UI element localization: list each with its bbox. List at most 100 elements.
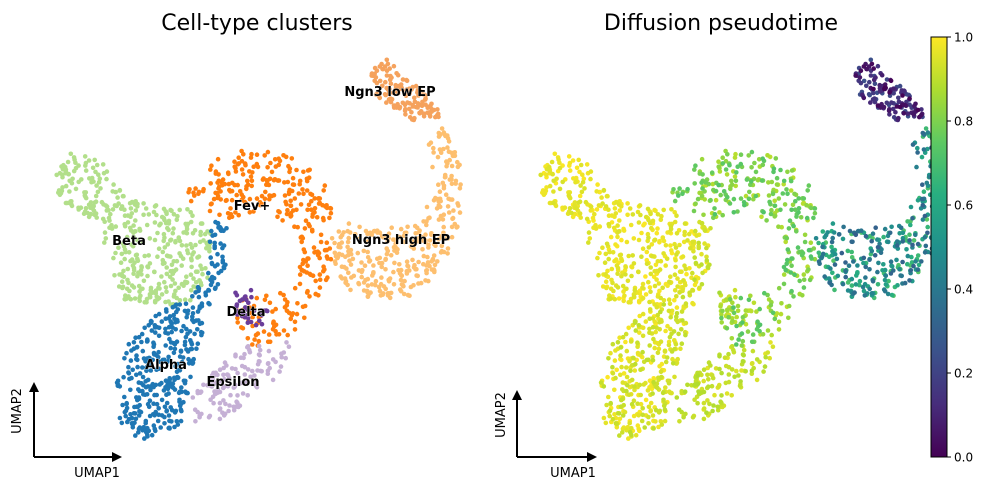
cell-point <box>247 349 253 355</box>
pseudotime-point <box>653 262 659 268</box>
cell-point <box>172 292 177 297</box>
pseudotime-point <box>802 232 808 238</box>
cell-point <box>215 180 220 185</box>
cell-point <box>164 265 169 270</box>
pseudotime-point <box>696 389 701 394</box>
cell-point <box>426 245 431 250</box>
pseudotime-point <box>560 179 565 185</box>
pseudotime-point <box>861 255 867 261</box>
cell-point <box>287 169 292 175</box>
cell-point <box>270 377 276 383</box>
pseudotime-point <box>628 339 634 344</box>
pseudotime-point <box>882 85 887 91</box>
pseudotime-point <box>642 425 647 430</box>
cell-point <box>348 251 354 257</box>
pseudotime-point <box>615 271 620 277</box>
pseudotime-point <box>832 262 838 267</box>
cell-point <box>378 293 384 298</box>
pseudotime-point <box>688 246 693 251</box>
pseudotime-point <box>694 233 699 238</box>
pseudotime-point <box>618 372 623 378</box>
pseudotime-point <box>685 382 690 388</box>
cell-point <box>271 192 277 198</box>
pseudotime-point <box>620 430 625 435</box>
cell-point <box>389 225 395 230</box>
pseudotime-point <box>904 247 909 252</box>
cell-point <box>414 273 419 278</box>
cell-point <box>285 332 291 338</box>
cell-point <box>303 218 309 223</box>
pseudotime-point <box>632 320 638 326</box>
cell-point <box>187 187 192 192</box>
pseudotime-point <box>693 260 699 266</box>
pseudotime-point <box>632 384 637 389</box>
cell-point <box>144 368 149 374</box>
cell-point <box>197 278 202 283</box>
cell-point <box>151 342 157 347</box>
cell-point <box>249 183 254 189</box>
pseudotime-point <box>640 281 646 287</box>
cell-point <box>256 352 262 357</box>
pseudotime-point <box>898 225 904 231</box>
cell-point <box>96 172 101 177</box>
cell-point <box>383 267 388 272</box>
pseudotime-point <box>756 157 762 162</box>
pseudotime-point <box>706 384 711 390</box>
cluster-label: Epsilon <box>206 375 259 390</box>
cell-point <box>175 213 180 219</box>
pseudotime-point <box>900 235 906 241</box>
pseudotime-point <box>770 310 776 316</box>
cell-point <box>137 298 142 304</box>
cell-point <box>422 92 428 98</box>
pseudotime-point <box>618 404 624 410</box>
cell-point <box>314 215 320 220</box>
pseudotime-point <box>724 391 730 396</box>
cell-point <box>203 290 208 296</box>
cell-point <box>58 190 64 196</box>
pseudotime-point <box>683 320 689 326</box>
cell-point <box>299 239 305 245</box>
pseudotime-point <box>849 254 855 260</box>
cell-point <box>223 401 228 407</box>
cell-point <box>126 364 131 370</box>
cell-point <box>258 368 263 374</box>
cell-point <box>162 245 168 250</box>
pseudotime-point <box>915 145 920 151</box>
pseudotime-point <box>626 436 631 441</box>
pseudotime-point <box>620 334 626 340</box>
cell-point <box>172 316 177 322</box>
cell-point <box>166 299 171 304</box>
cell-point <box>259 321 265 327</box>
cell-point <box>94 215 99 220</box>
pseudotime-point <box>806 267 811 272</box>
cell-point <box>216 172 221 177</box>
cell-point <box>437 189 443 194</box>
cell-point <box>325 256 330 261</box>
pseudotime-point <box>638 392 643 398</box>
pseudotime-point <box>908 204 914 210</box>
pseudotime-point <box>863 233 869 239</box>
cell-point <box>384 73 390 78</box>
cell-point <box>209 228 214 234</box>
pseudotime-point <box>765 153 770 158</box>
pseudotime-point <box>734 170 739 175</box>
cell-point <box>373 282 378 288</box>
pseudotime-point <box>624 388 629 394</box>
pseudotime-point <box>633 328 639 333</box>
cell-point <box>131 346 137 352</box>
cell-point <box>305 256 310 261</box>
pseudotime-point <box>740 315 746 320</box>
pseudotime-point <box>891 91 896 96</box>
pseudotime-point <box>692 277 697 283</box>
cell-point <box>68 151 74 157</box>
cell-point <box>262 153 268 158</box>
cell-point <box>131 223 136 228</box>
cell-point <box>220 254 225 260</box>
pseudotime-point <box>782 202 788 207</box>
pseudotime-point <box>640 295 646 301</box>
pseudotime-point <box>676 331 681 337</box>
pseudotime-point <box>738 161 744 167</box>
cell-point <box>193 242 198 248</box>
pseudotime-point <box>816 259 822 264</box>
pseudotime-point <box>917 114 922 120</box>
